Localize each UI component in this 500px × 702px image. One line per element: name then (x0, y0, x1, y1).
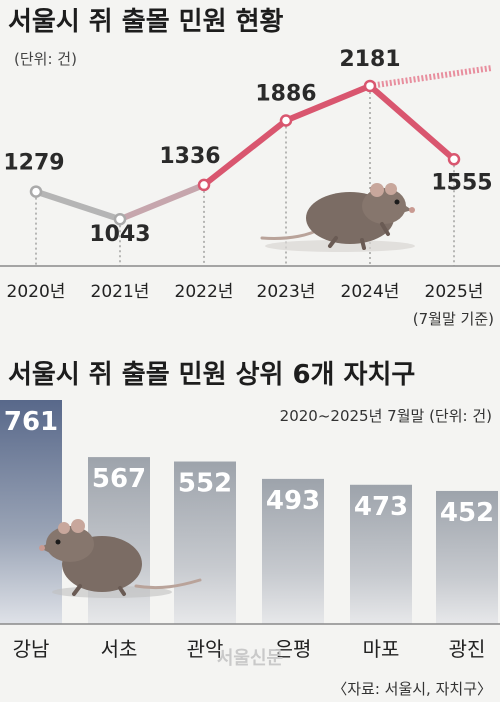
bar-value-labels: 761 567 552 493 473 452 (4, 407, 494, 528)
line-chart-unit: (단위: 건) (14, 50, 77, 68)
bar-category-label-4: 마포 (363, 637, 400, 661)
line-value-label-2: 1336 (159, 144, 220, 169)
rat-illustration-top (260, 183, 415, 252)
bar-value-label-0: 761 (4, 407, 58, 437)
bar-value-label-4: 473 (354, 492, 408, 522)
line-points (29, 79, 461, 226)
line-x-tick-labels: 2020년 2021년 2022년 2023년 2024년 2025년 (7, 282, 484, 302)
bar-category-label-1: 서초 (101, 637, 138, 661)
line-x-tick-5: 2025년 (425, 282, 484, 302)
line-point-1 (113, 212, 127, 226)
line-segment-2 (201, 117, 289, 188)
bar-value-label-5: 452 (440, 498, 494, 528)
bar-category-label-0: 강남 (13, 637, 50, 661)
watermark: 서울신문 (217, 648, 283, 669)
bar-value-label-2: 552 (178, 469, 232, 499)
line-projection (369, 64, 493, 89)
bar-category-labels: 강남 서초 관악 은평 마포 광진 (13, 637, 486, 661)
line-x-tick-1: 2021년 (91, 282, 150, 302)
rat-illustration-bottom (39, 519, 202, 598)
line-x-tick-0: 2020년 (7, 282, 66, 302)
line-x-tick-2: 2022년 (175, 282, 234, 302)
line-segment-4 (367, 82, 457, 163)
bar-category-label-3: 은평 (275, 637, 312, 661)
bar-4 (350, 484, 412, 624)
line-point-4 (363, 79, 377, 93)
line-series (33, 64, 493, 223)
line-x-tick-3: 2023년 (257, 282, 316, 302)
bar-5 (436, 490, 498, 624)
bar-category-label-5: 광진 (449, 637, 486, 661)
bar-chart-title: 서울시 쥐 출몰 민원 상위 6개 자치구 (8, 360, 415, 390)
line-value-label-4: 2181 (339, 47, 400, 72)
line-segment-0 (33, 188, 123, 223)
line-value-label-0: 1279 (3, 151, 64, 176)
line-point-0 (29, 185, 43, 198)
line-point-2 (197, 178, 211, 192)
bar-0 (0, 400, 62, 624)
line-value-label-3: 1886 (255, 81, 316, 106)
bar-value-label-1: 567 (92, 464, 146, 494)
bar-chart-subtitle: 2020~2025년 7월말 (단위: 건) (280, 407, 492, 425)
line-segment-3 (283, 82, 373, 124)
bar-category-label-2: 관악 (187, 637, 224, 661)
line-value-label-1: 1043 (89, 222, 150, 247)
bar-3 (262, 478, 324, 624)
line-value-labels: 1279 1043 1336 1886 2181 1555 (3, 47, 492, 247)
line-note: (7월말 기준) (413, 310, 494, 328)
line-point-3 (279, 114, 293, 127)
line-point-5 (447, 153, 461, 166)
source-note: 〈자료: 서울시, 자치구〉 (332, 680, 492, 698)
line-chart-title: 서울시 쥐 출몰 민원 현황 (8, 7, 283, 37)
line-value-label-5: 1555 (431, 170, 492, 195)
line-segment-1 (117, 181, 207, 223)
line-x-tick-4: 2024년 (341, 282, 400, 302)
bar-value-label-3: 493 (266, 486, 320, 516)
bar-2 (174, 461, 236, 624)
